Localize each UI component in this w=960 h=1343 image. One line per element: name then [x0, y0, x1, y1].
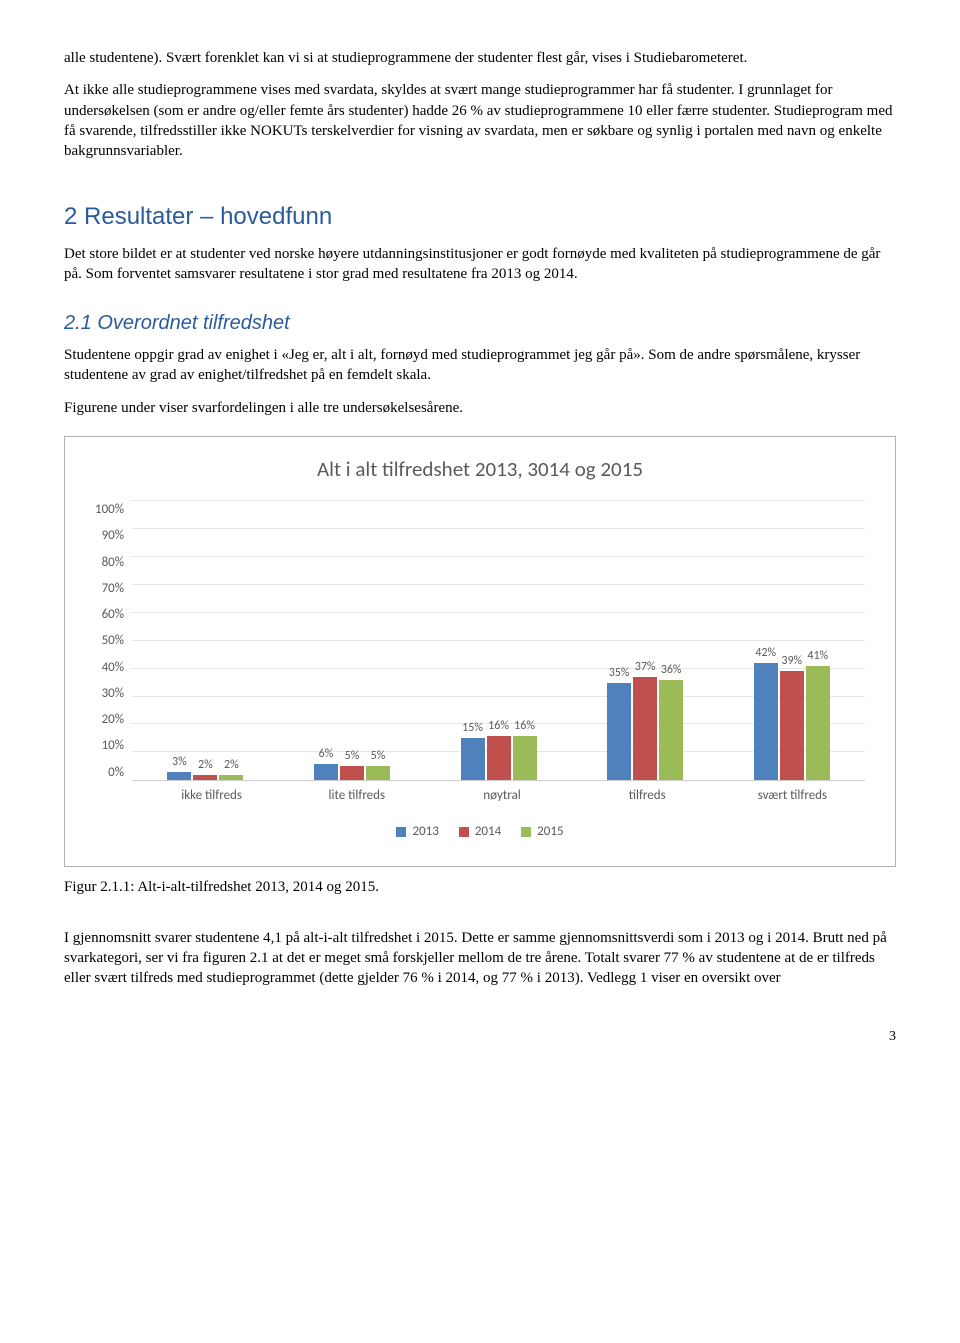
y-tick-label: 60% [102, 606, 124, 624]
y-tick-label: 0% [108, 764, 124, 782]
bar: 36% [659, 680, 683, 780]
chart-x-axis: ikke tilfredslite tilfredsnøytraltilfred… [139, 787, 865, 805]
section-2-title: 2 Resultater – hovedfunn [64, 201, 896, 233]
bar: 5% [366, 766, 390, 780]
x-tick-label: nøytral [429, 787, 574, 805]
bar-value-label: 35% [609, 665, 630, 681]
bar-value-label: 42% [755, 645, 776, 661]
bar-chart-container: Alt i alt tilfredshet 2013, 3014 og 2015… [64, 436, 896, 867]
legend-item: 2013 [396, 823, 438, 841]
bar: 15% [461, 738, 485, 780]
bar: 2% [193, 775, 217, 781]
bar-value-label: 41% [807, 648, 828, 664]
category-group: 35%37%36% [572, 501, 719, 780]
bar-value-label: 5% [345, 748, 360, 764]
bar-value-label: 16% [488, 718, 509, 734]
bar-value-label: 16% [514, 718, 535, 734]
bar: 35% [607, 683, 631, 781]
bar-value-label: 15% [462, 720, 483, 736]
section-2-1-title: 2.1 Overordnet tilfredshet [64, 310, 896, 337]
category-group: 3%2%2% [132, 501, 279, 780]
page-number: 3 [64, 1028, 896, 1047]
bar-value-label: 37% [635, 659, 656, 675]
chart-bars-area: 3%2%2%6%5%5%15%16%16%35%37%36%42%39%41% [132, 501, 865, 781]
figure-caption: Figur 2.1.1: Alt-i-alt-tilfredshet 2013,… [64, 877, 896, 897]
bar: 16% [487, 736, 511, 781]
y-tick-label: 80% [102, 554, 124, 572]
bar: 37% [633, 677, 657, 780]
section-2-1-paragraph-2: Figurene under viser svarfordelingen i a… [64, 398, 896, 418]
x-tick-label: tilfreds [575, 787, 720, 805]
bar: 16% [513, 736, 537, 781]
legend-item: 2015 [521, 823, 563, 841]
legend-item: 2014 [459, 823, 501, 841]
y-tick-label: 50% [102, 632, 124, 650]
chart-legend: 2013 2014 2015 [95, 823, 865, 841]
y-tick-label: 30% [102, 685, 124, 703]
legend-label: 2014 [475, 823, 501, 841]
closing-paragraph: I gjennomsnitt svarer studentene 4,1 på … [64, 928, 896, 989]
category-group: 42%39%41% [718, 501, 865, 780]
y-tick-label: 20% [102, 711, 124, 729]
section-2-1-paragraph-1: Studentene oppgir grad av enighet i «Jeg… [64, 345, 896, 386]
section-2-paragraph: Det store bildet er at studenter ved nor… [64, 244, 896, 285]
bar-value-label: 6% [319, 746, 334, 762]
x-tick-label: svært tilfreds [720, 787, 865, 805]
chart-y-axis: 100% 90% 80% 70% 60% 50% 40% 30% 20% 10% 0% [95, 501, 132, 781]
y-tick-label: 40% [102, 659, 124, 677]
chart-plot-area: 100%90%80%70%60%50%40%30%20%10%0% 3%2%2%… [95, 501, 865, 781]
legend-swatch [521, 827, 531, 837]
intro-paragraph-2: At ikke alle studieprogrammene vises med… [64, 80, 896, 161]
bar: 5% [340, 766, 364, 780]
bar: 3% [167, 772, 191, 780]
x-tick-label: lite tilfreds [284, 787, 429, 805]
bar-value-label: 2% [198, 757, 213, 773]
chart-title: Alt i alt tilfredshet 2013, 3014 og 2015 [95, 455, 865, 483]
y-tick-label: 100% [95, 501, 124, 519]
legend-swatch [396, 827, 406, 837]
intro-paragraph-1: alle studentene). Svært forenklet kan vi… [64, 48, 896, 68]
x-tick-label: ikke tilfreds [139, 787, 284, 805]
bar: 2% [219, 775, 243, 781]
legend-swatch [459, 827, 469, 837]
category-group: 15%16%16% [425, 501, 572, 780]
legend-label: 2013 [412, 823, 438, 841]
bar-value-label: 3% [172, 754, 187, 770]
bar: 39% [780, 671, 804, 780]
bar-value-label: 36% [661, 662, 682, 678]
bar-value-label: 39% [781, 653, 802, 669]
bar: 41% [806, 666, 830, 780]
bar: 42% [754, 663, 778, 780]
y-tick-label: 10% [102, 737, 124, 755]
legend-label: 2015 [537, 823, 563, 841]
bar: 6% [314, 764, 338, 781]
category-group: 6%5%5% [279, 501, 426, 780]
y-tick-label: 70% [102, 580, 124, 598]
bar-value-label: 2% [224, 757, 239, 773]
bar-value-label: 5% [371, 748, 386, 764]
y-tick-label: 90% [102, 527, 124, 545]
